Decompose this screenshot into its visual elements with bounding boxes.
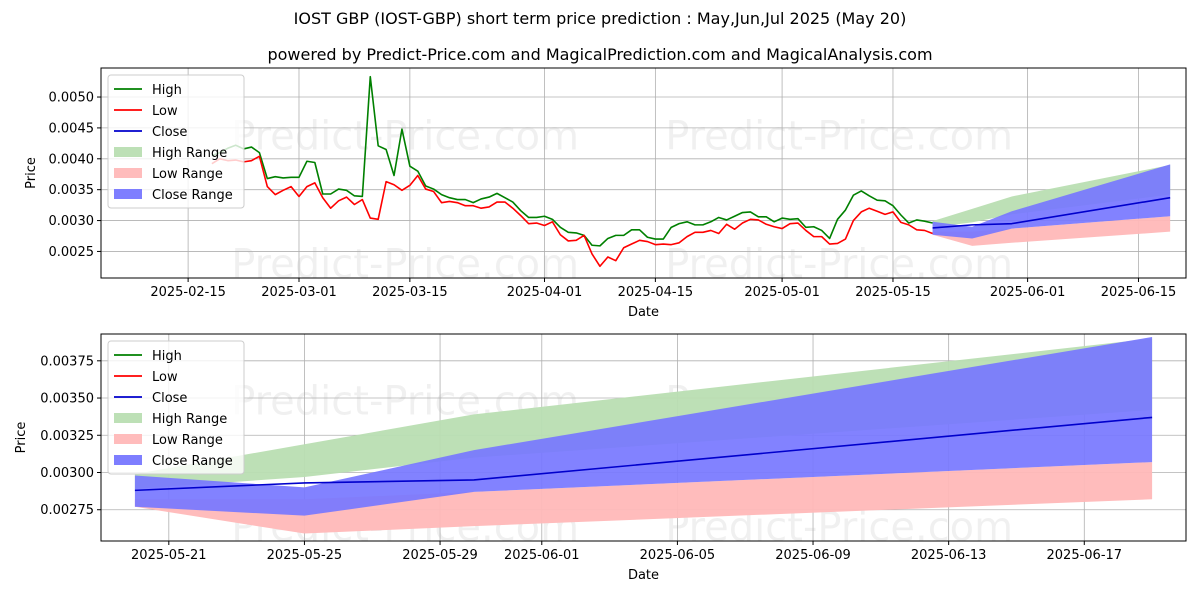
chart-title: IOST GBP (IOST-GBP) short term price pre… bbox=[293, 9, 907, 28]
y-tick-label: 0.0035 bbox=[49, 183, 95, 198]
x-tick-label: 2025-05-15 bbox=[855, 285, 931, 300]
x-tick-label: 2025-06-13 bbox=[911, 548, 987, 563]
y-tick-label: 0.00325 bbox=[40, 429, 94, 444]
close-range-band bbox=[932, 164, 1171, 239]
low-range-band bbox=[134, 462, 1153, 534]
watermark-text: Predict-Price.com bbox=[665, 241, 1013, 287]
watermark-text: Predict-Price.com bbox=[665, 113, 1013, 159]
x-tick-label: 2025-02-15 bbox=[150, 285, 226, 300]
close-line bbox=[932, 196, 1171, 229]
y-axis-label: Price bbox=[14, 422, 29, 454]
plot-area bbox=[134, 336, 1153, 534]
legend-label: High Range bbox=[152, 412, 227, 427]
x-tick-label: 2025-04-15 bbox=[618, 285, 694, 300]
low-range-legend-swatch bbox=[114, 168, 142, 178]
x-tick-label: 2025-06-09 bbox=[775, 548, 851, 563]
legend-label: High bbox=[152, 83, 182, 98]
watermark: Predict-Price.com Predict-Price.com Predic… bbox=[231, 113, 1013, 287]
high-range-legend-swatch bbox=[114, 413, 142, 423]
close-line bbox=[134, 416, 1153, 492]
x-tick-label: 2025-06-17 bbox=[1047, 548, 1123, 563]
chart-panel-1: Predict-Price.com Predict-Price.com Predic… bbox=[24, 67, 1187, 320]
legend: High Low Close High Range Low Range Close Ran… bbox=[107, 74, 245, 209]
y-tick-label: 0.0050 bbox=[49, 91, 95, 106]
legend-label: Low bbox=[152, 370, 178, 385]
high-line bbox=[211, 75, 933, 247]
high-range-band bbox=[134, 338, 1153, 489]
plot-frame bbox=[100, 67, 1187, 279]
legend-label: High bbox=[152, 349, 182, 364]
tick-labels: 2025-05-21 2025-05-25 2025-05-29 2025-06-01… bbox=[40, 354, 1122, 563]
legend-label: Close bbox=[152, 125, 187, 140]
close-range-legend-swatch bbox=[114, 455, 142, 465]
tick-labels: 2025-02-15 2025-03-01 2025-03-15 2025-04-01… bbox=[49, 91, 1177, 300]
x-tick-label: 2025-03-01 bbox=[261, 285, 337, 300]
x-tick-label: 2025-05-01 bbox=[744, 285, 820, 300]
y-tick-label: 0.00375 bbox=[40, 354, 94, 369]
x-tick-label: 2025-06-01 bbox=[990, 285, 1066, 300]
close-range-legend-swatch bbox=[114, 189, 142, 199]
watermark-text: Predict-Price.com bbox=[231, 113, 579, 159]
chart-panel-2: Predict-Price.comPredict-Price.comPredic… bbox=[14, 333, 1187, 583]
y-tick-label: 0.00275 bbox=[40, 503, 94, 518]
y-tick-label: 0.0025 bbox=[49, 245, 95, 260]
y-tick-label: 0.00350 bbox=[40, 392, 94, 407]
x-tick-label: 2025-05-29 bbox=[402, 548, 478, 563]
x-tick-label: 2025-04-01 bbox=[507, 285, 583, 300]
y-axis-label: Price bbox=[24, 157, 39, 189]
x-axis-label: Date bbox=[628, 305, 659, 320]
watermark-text: Predict-Price.com bbox=[231, 241, 579, 287]
legend-label: Low Range bbox=[152, 167, 223, 182]
gridlines bbox=[101, 68, 1186, 278]
low-range-legend-swatch bbox=[114, 434, 142, 444]
y-tick-label: 0.0045 bbox=[49, 121, 95, 136]
x-tick-label: 2025-06-01 bbox=[504, 548, 580, 563]
high-range-band bbox=[932, 164, 1171, 228]
plot-frame bbox=[100, 333, 1187, 542]
x-tick-label: 2025-06-15 bbox=[1101, 285, 1177, 300]
legend-label: Low Range bbox=[152, 433, 223, 448]
legend-label: Close Range bbox=[152, 188, 233, 203]
x-tick-label: 2025-05-25 bbox=[267, 548, 343, 563]
legend-label: Low bbox=[152, 104, 178, 119]
legend: High Low Close High Range Low Range Close Ran… bbox=[107, 340, 245, 475]
chart-subtitle: powered by Predict-Price.com and Magical… bbox=[267, 45, 933, 64]
close-range-band bbox=[134, 336, 1153, 516]
y-tick-label: 0.0030 bbox=[49, 214, 95, 229]
x-tick-label: 2025-06-05 bbox=[640, 548, 716, 563]
low-line bbox=[211, 155, 933, 268]
legend-label: Close Range bbox=[152, 454, 233, 469]
x-tick-label: 2025-05-21 bbox=[131, 548, 207, 563]
y-tick-label: 0.00300 bbox=[40, 466, 94, 481]
legend-label: High Range bbox=[152, 146, 227, 161]
x-axis-label: Date bbox=[628, 568, 659, 583]
low-range-band bbox=[932, 216, 1171, 246]
high-range-legend-swatch bbox=[114, 147, 142, 157]
y-tick-label: 0.0040 bbox=[49, 152, 95, 167]
x-tick-label: 2025-03-15 bbox=[372, 285, 448, 300]
legend-label: Close bbox=[152, 391, 187, 406]
plot-area bbox=[211, 75, 1171, 268]
